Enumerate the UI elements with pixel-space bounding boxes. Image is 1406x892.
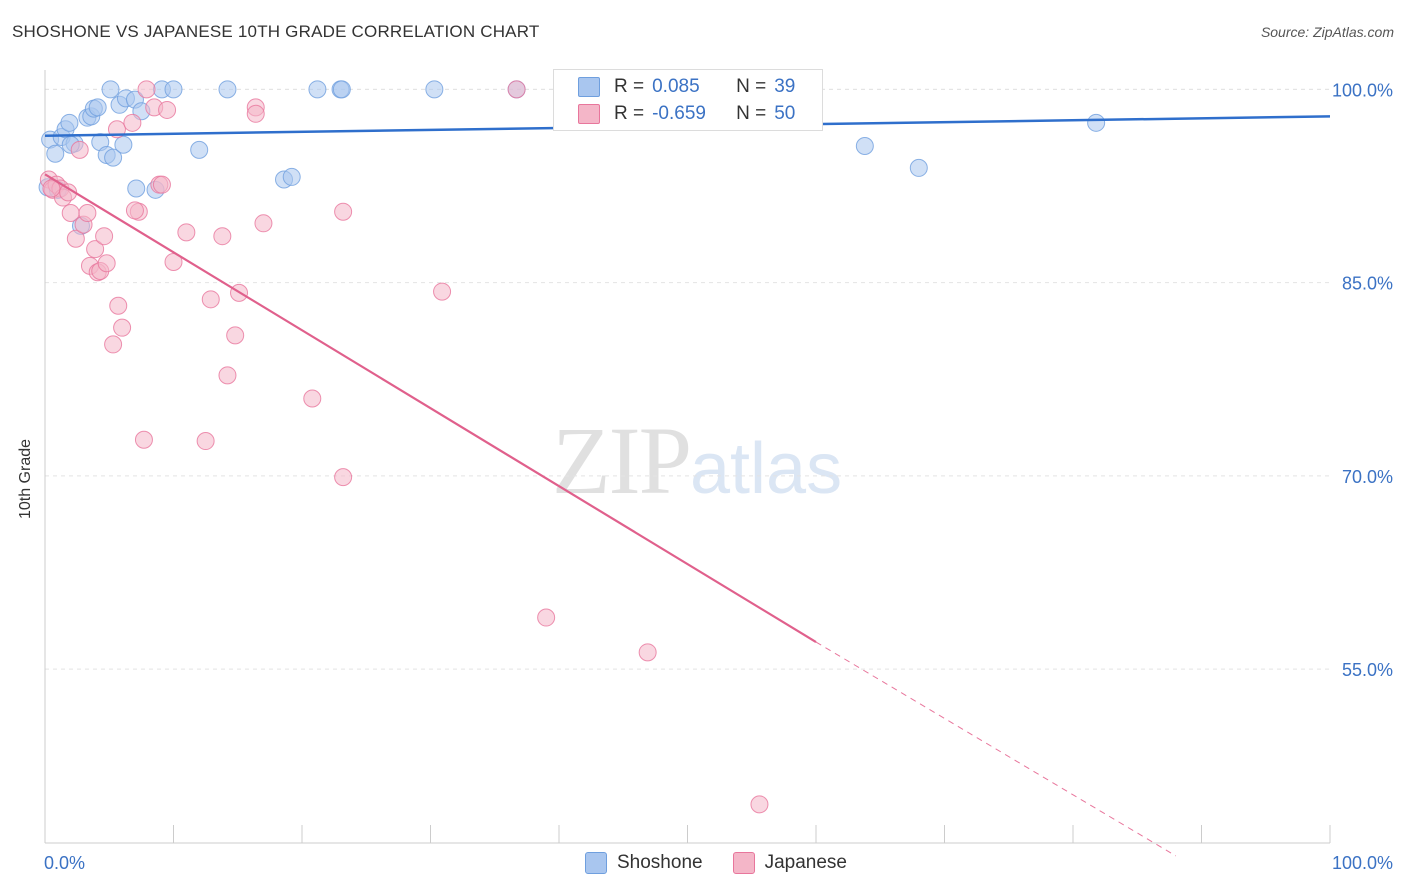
shoshone-point [425,80,444,99]
japanese-point [334,468,353,487]
japanese-trendline [44,173,817,643]
shoshone-point [332,80,351,99]
japanese-point [226,326,245,345]
n-label: N = [736,103,767,124]
japanese-point [86,240,105,259]
legend-item-japanese[interactable]: Japanese [732,852,847,874]
x-tick-label-min: 0.0% [44,853,85,873]
japanese-point [70,140,89,159]
watermark-atlas: atlas [690,429,843,509]
shoshone-point [308,80,327,99]
shoshone-n-value: 39 [774,76,796,97]
japanese-point [123,113,142,132]
japanese-point [201,290,220,309]
r-label: R = [614,76,645,97]
stats-legend-row-japanese: R = -0.659 N = 50 [578,103,795,125]
legend-label-shoshone: Shoshone [617,852,703,873]
japanese-point [152,175,171,194]
japanese-point [177,223,196,242]
japanese-point [218,366,237,385]
japanese-point [334,202,353,221]
japanese-point [537,608,556,627]
shoshone-point [88,98,107,117]
chart-title: SHOSHONE VS JAPANESE 10TH GRADE CORRELAT… [12,22,540,41]
r-label: R = [614,103,645,124]
y-tick-label: 70.0% [1342,467,1393,487]
shoshone-point [282,167,301,186]
shoshone-point [1087,113,1106,132]
shoshone-point [218,80,237,99]
japanese-r-value: -0.659 [652,103,706,124]
x-tick-label-max: 100.0% [1332,853,1393,873]
japanese-point [97,254,116,273]
source-credit: Source: ZipAtlas.com [1260,24,1394,40]
japanese-point [246,104,265,123]
y-tick-label: 100.0% [1332,80,1393,100]
japanese-point [42,179,61,198]
japanese-point [109,296,128,315]
japanese-point [638,643,657,662]
n-label: N = [736,76,767,97]
japanese-point [66,229,85,248]
shoshone-point [855,137,874,156]
japanese-point [137,80,156,99]
japanese-point [104,335,123,354]
legend-label-japanese: Japanese [764,852,847,873]
series-legend: Shoshone Japanese [585,852,877,874]
shoshone-point [114,135,133,154]
japanese-point [433,282,452,301]
shoshone-point [164,80,183,99]
y-tick-label: 55.0% [1342,660,1393,680]
shoshone-legend-swatch [585,852,607,874]
japanese-point [158,100,177,119]
legend-item-shoshone[interactable]: Shoshone [585,852,703,874]
y-axis-label: 10th Grade [17,438,34,520]
japanese-point [113,318,132,337]
japanese-point [303,389,322,408]
japanese-legend-swatch [732,852,755,874]
japanese-point [213,227,232,246]
shoshone-point [909,158,928,177]
japanese-point [95,227,114,246]
shoshone-point [60,113,79,132]
japanese-point [750,795,769,814]
shoshone-point [190,140,209,159]
y-tick-label: 85.0% [1342,274,1393,294]
japanese-point [196,432,215,451]
japanese-point [254,214,273,233]
japanese-n-value: 50 [774,103,796,124]
japanese-point [125,201,144,220]
stats-legend: R = 0.085 N = 39 R = -0.659 N = 50 [553,69,823,131]
stats-legend-row-shoshone: R = 0.085 N = 39 [578,76,795,98]
shoshone-point [46,144,65,163]
shoshone-point [127,179,146,198]
shoshone-point [101,80,120,99]
shoshone-swatch [578,77,600,97]
japanese-swatch [578,104,600,124]
japanese-point [507,80,526,99]
japanese-point [134,430,153,449]
shoshone-point [104,148,123,167]
shoshone-r-value: 0.085 [652,76,700,97]
japanese-trendline-extension [815,641,1177,857]
japanese-point [78,204,97,223]
